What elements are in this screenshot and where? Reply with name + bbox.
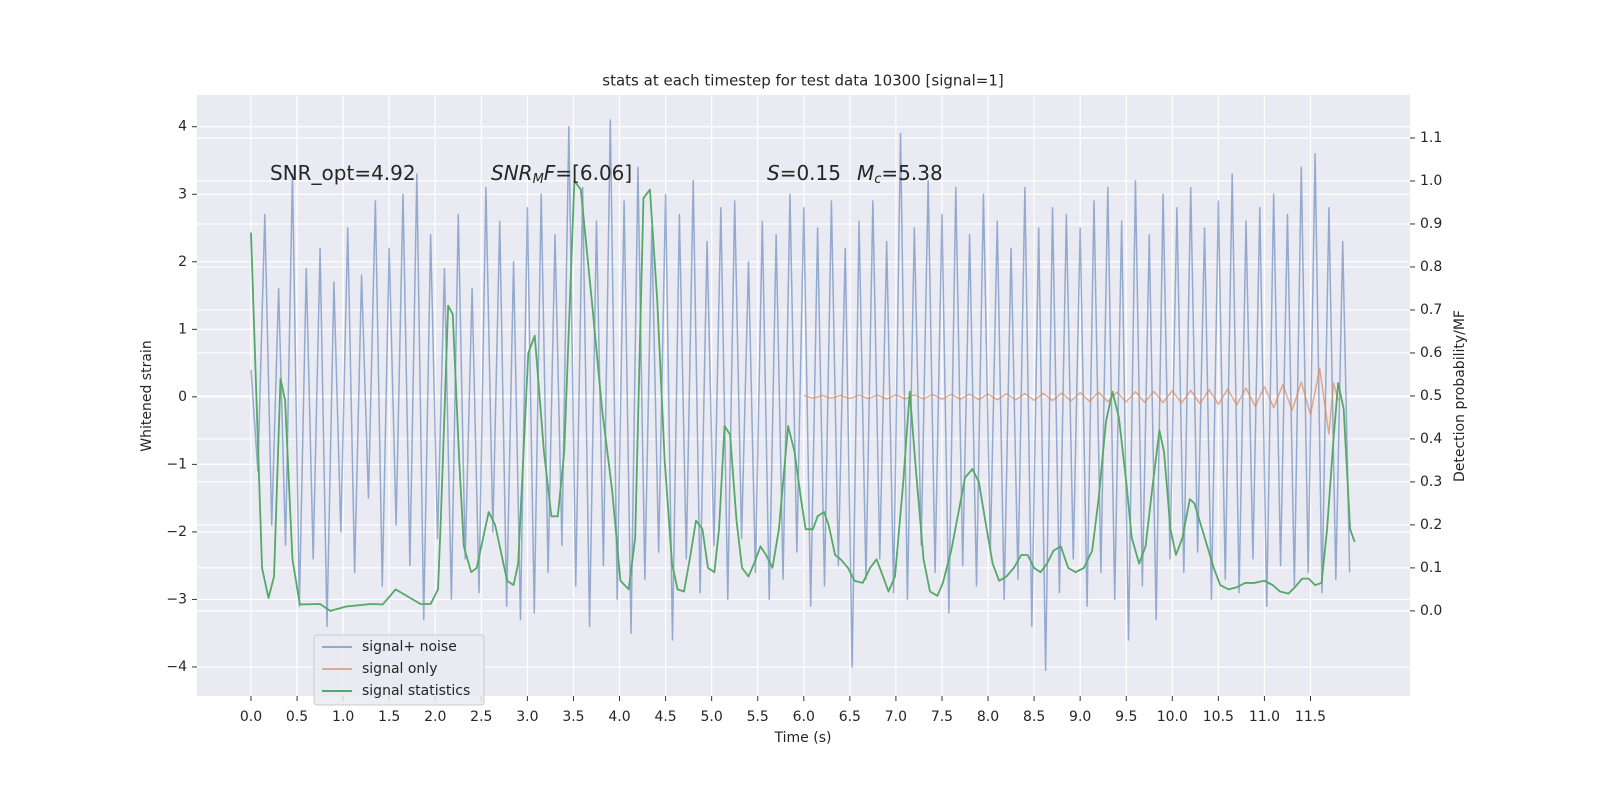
x-tick-label: 8.0 bbox=[977, 709, 999, 725]
y2-tick-label: 0.2 bbox=[1420, 517, 1442, 533]
annotation-text: M bbox=[533, 172, 544, 187]
y2-tick-label: 0.6 bbox=[1420, 345, 1442, 361]
x-tick-label: 11.0 bbox=[1249, 709, 1280, 725]
y2-tick-label: 0.7 bbox=[1420, 302, 1442, 318]
x-tick-label: 9.0 bbox=[1069, 709, 1091, 725]
annotation-text: =0.15 bbox=[780, 161, 841, 185]
x-tick-label: 7.5 bbox=[931, 709, 953, 725]
x-tick-label: 9.5 bbox=[1115, 709, 1137, 725]
annotation-text: S bbox=[767, 161, 780, 185]
x-tick-label: 8.5 bbox=[1023, 709, 1045, 725]
x-tick-label: 2.5 bbox=[470, 709, 492, 725]
x-tick-label: 7.0 bbox=[885, 709, 907, 725]
x-tick-label: 5.0 bbox=[701, 709, 723, 725]
y2-tick-label: 0.0 bbox=[1420, 603, 1442, 619]
series-line bbox=[250, 119, 1351, 672]
series-line bbox=[250, 180, 1356, 612]
y2-tick-label: 0.3 bbox=[1420, 474, 1442, 490]
annotation-text: SNR bbox=[491, 161, 533, 185]
y-tick-label: 1 bbox=[178, 321, 187, 337]
y2-axis-label: Detection probability/MF bbox=[1452, 310, 1468, 482]
annotation: SNRMF=[6.06] bbox=[491, 161, 632, 187]
x-tick-label: 5.5 bbox=[747, 709, 769, 725]
x-tick-label: 4.0 bbox=[608, 709, 630, 725]
x-tick-label: 1.0 bbox=[332, 709, 354, 725]
x-tick-label: 2.0 bbox=[424, 709, 446, 725]
x-tick-label: 3.5 bbox=[562, 709, 584, 725]
x-tick-label: 0.5 bbox=[286, 709, 308, 725]
annotation-text: SNR_opt=4.92 bbox=[270, 161, 416, 185]
y2-tick-label: 0.9 bbox=[1420, 216, 1442, 232]
y-tick-label: 0 bbox=[178, 389, 187, 405]
legend-label: signal+ noise bbox=[362, 639, 457, 655]
x-tick-label: 3.0 bbox=[516, 709, 538, 725]
x-tick-label: 0.0 bbox=[240, 709, 262, 725]
y-tick-label: 3 bbox=[178, 186, 187, 202]
y2-tick-label: 0.8 bbox=[1420, 259, 1442, 275]
y-tick-label: 4 bbox=[178, 119, 187, 135]
y-tick-label: −4 bbox=[166, 659, 187, 675]
marks bbox=[250, 119, 1356, 672]
x-tick-label: 10.5 bbox=[1203, 709, 1234, 725]
y-tick-label: −2 bbox=[166, 524, 187, 540]
x-tick-label: 1.5 bbox=[378, 709, 400, 725]
y2-tick-label: 1.0 bbox=[1420, 173, 1442, 189]
series-line bbox=[803, 367, 1339, 435]
y-axis-label: Whitened strain bbox=[139, 340, 155, 451]
legend: signal+ noise signal only signal statistic… bbox=[313, 634, 485, 706]
x-tick-label: 6.0 bbox=[793, 709, 815, 725]
annotation-text: F bbox=[544, 161, 556, 185]
x-tick-label: 11.5 bbox=[1295, 709, 1326, 725]
x-tick-label: 6.5 bbox=[839, 709, 861, 725]
legend-label: signal only bbox=[362, 661, 437, 677]
annotation-text: =[6.06] bbox=[555, 161, 632, 185]
legend-label: signal statistics bbox=[362, 683, 470, 699]
y2-tick-label: 0.1 bbox=[1420, 560, 1442, 576]
axes: 0.0 0.5 1.0 1.5 2.0 2.5 3.0 3.5 4.0 4.5 5.0 5.5 6.0 6… bbox=[166, 119, 1442, 725]
legend-box bbox=[313, 634, 485, 706]
annotation: SNR_opt=4.92 bbox=[270, 161, 416, 185]
annotation-text: c bbox=[874, 172, 881, 187]
grid bbox=[197, 95, 1410, 696]
y-tick-label: 2 bbox=[178, 254, 187, 270]
y-tick-label: −3 bbox=[166, 591, 187, 607]
y-tick-label: −1 bbox=[166, 456, 187, 472]
x-tick-label: 10.0 bbox=[1157, 709, 1188, 725]
y2-tick-label: 0.4 bbox=[1420, 431, 1442, 447]
annotation: S=0.15 Mc=5.38 bbox=[767, 161, 943, 187]
annotation-text: M bbox=[857, 161, 874, 185]
chart-title: stats at each timestep for test data 103… bbox=[602, 72, 1003, 90]
y2-tick-label: 1.1 bbox=[1420, 130, 1442, 146]
x-tick-label: 4.5 bbox=[654, 709, 676, 725]
x-axis-label: Time (s) bbox=[774, 730, 832, 746]
annotation-text: =5.38 bbox=[881, 161, 942, 185]
y2-tick-label: 0.5 bbox=[1420, 388, 1442, 404]
